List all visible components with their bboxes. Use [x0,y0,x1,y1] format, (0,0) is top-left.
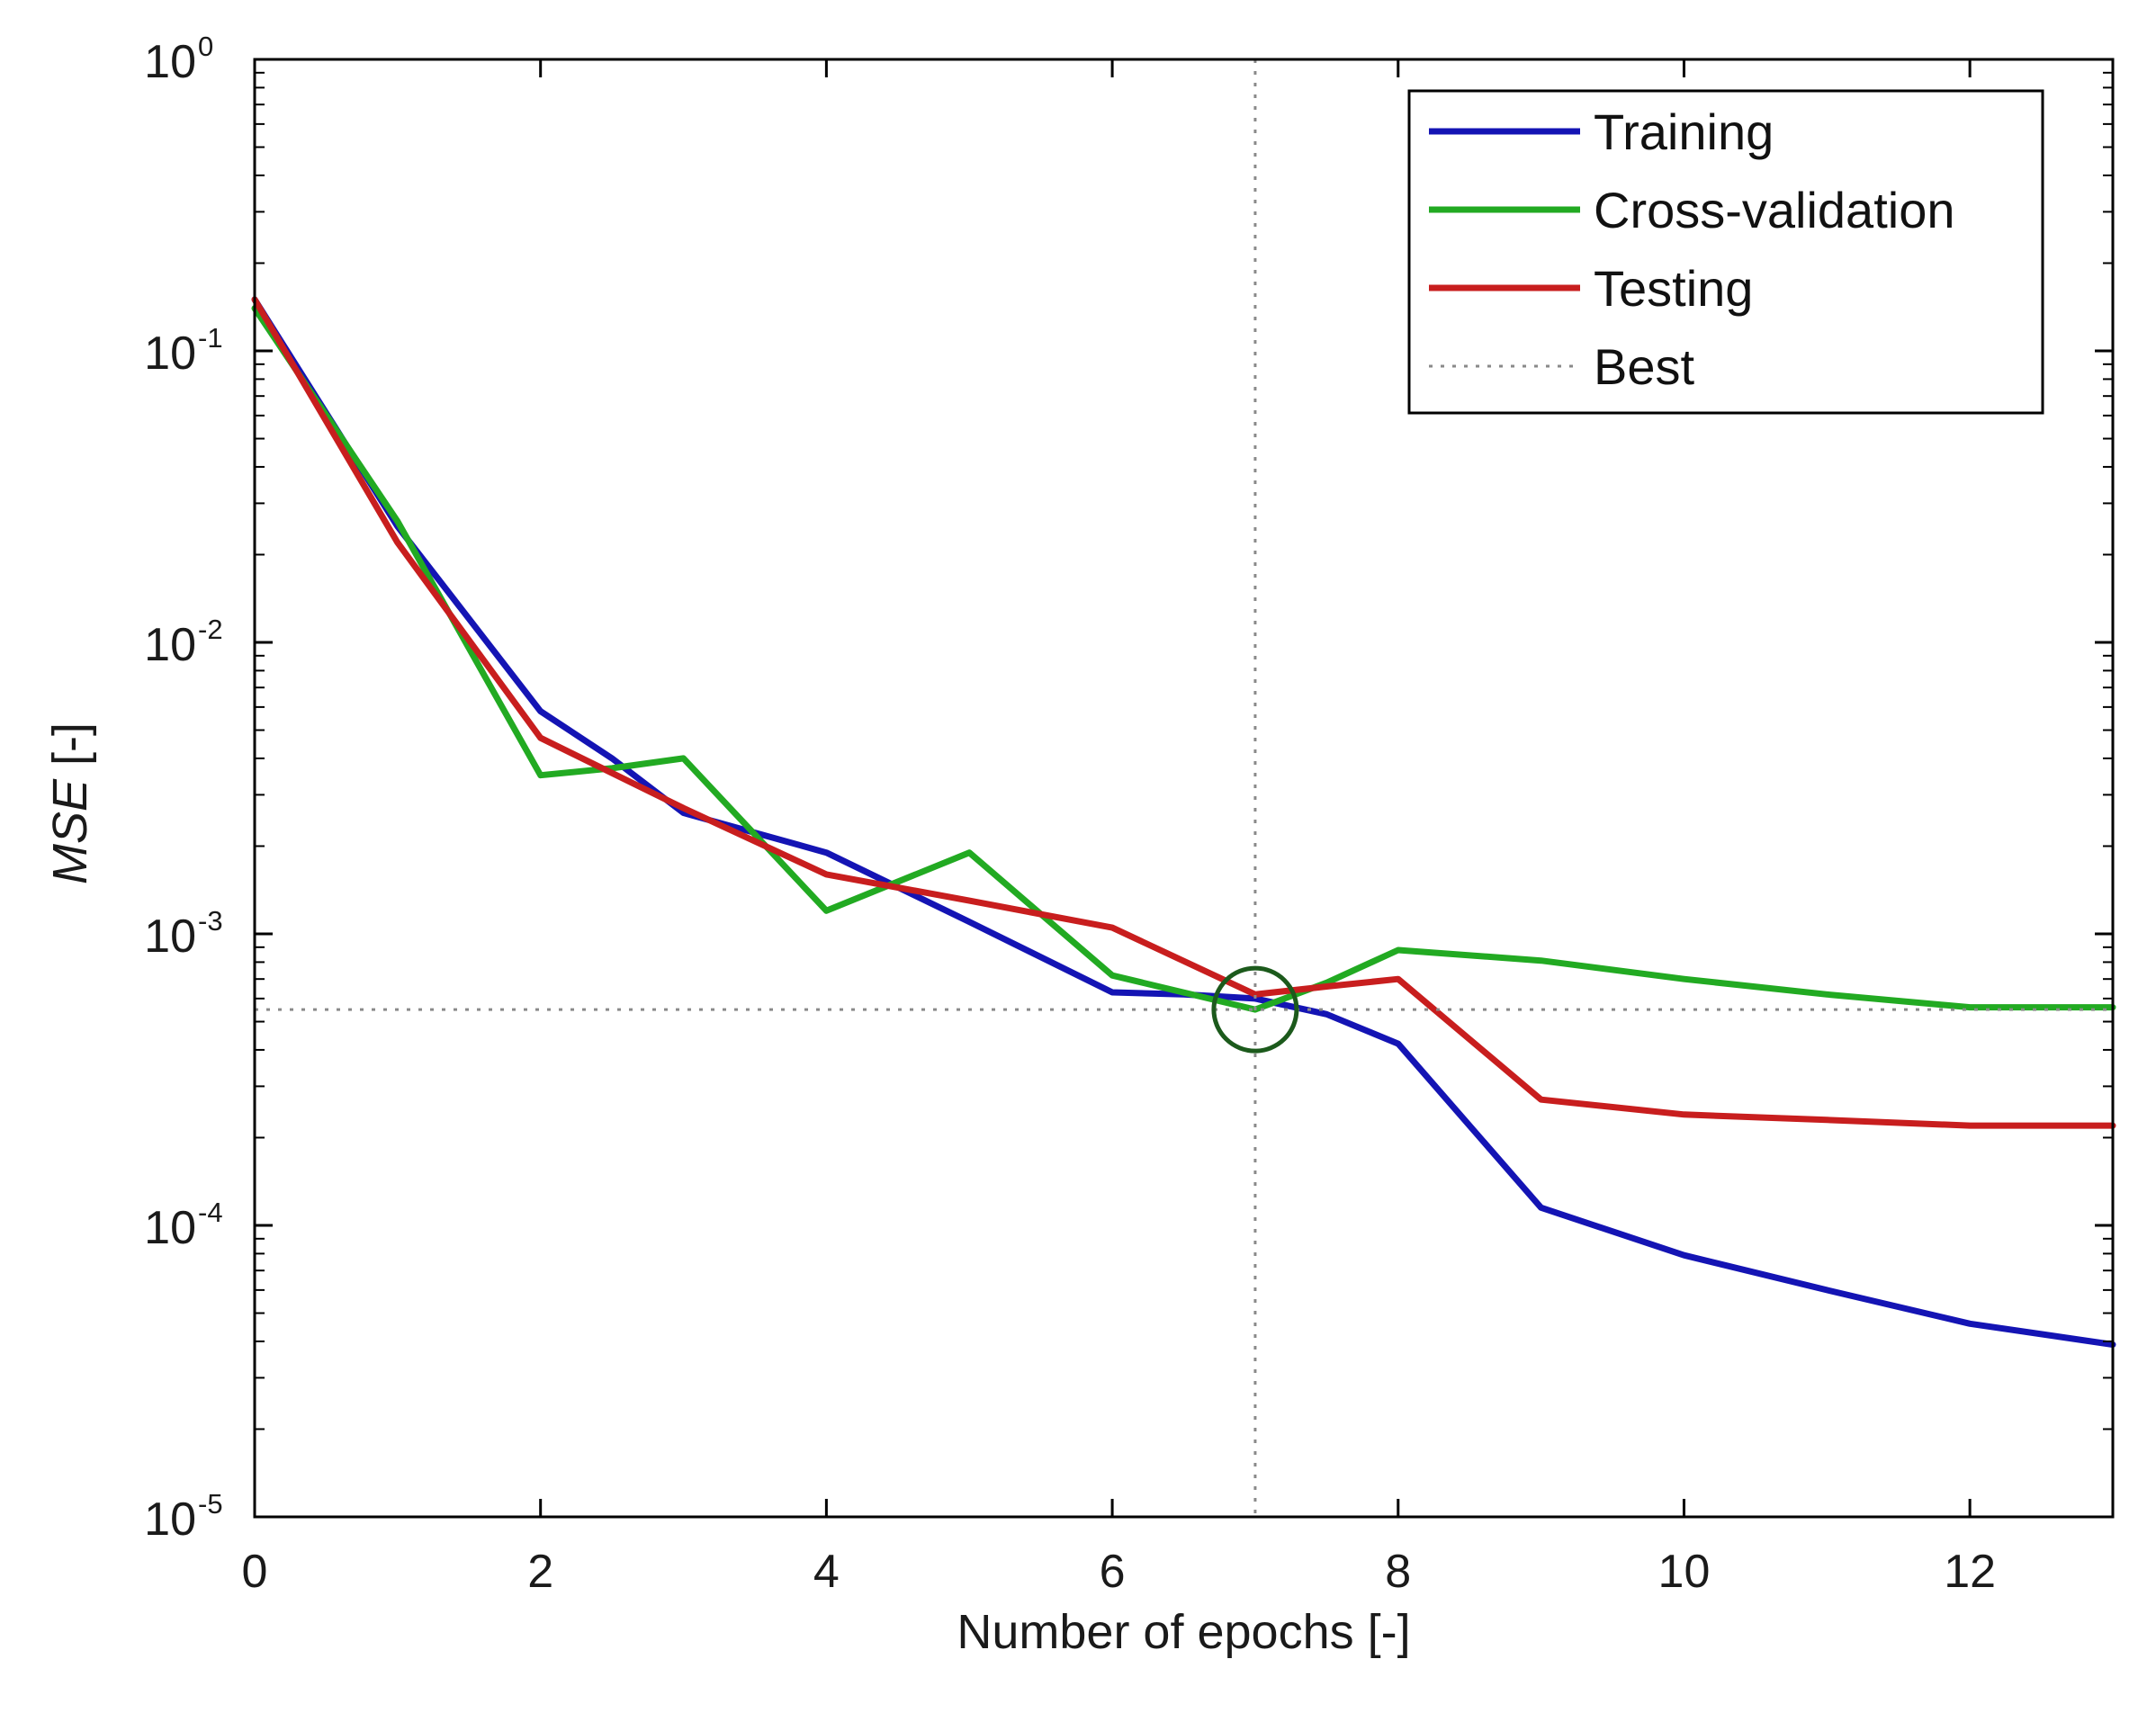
legend-label-testing: Testing [1594,260,1753,317]
series-line-testing [251,296,2116,1129]
legend-box [1407,89,2044,415]
y-tick-exponent: -1 [198,322,223,354]
y-tick-exponent: -3 [198,905,223,937]
x-tick-label: 6 [1100,1546,1126,1598]
x-tick-label: 2 [527,1546,553,1598]
series-line-cross-validation [251,305,2116,1013]
y-tick-label: 10 [144,327,196,380]
best-layer [255,59,2113,1517]
legend: Training Cross-validation Testing Best [1407,89,2044,415]
y-tick-exponent: -4 [198,1197,223,1228]
x-tick-label: 4 [813,1546,840,1598]
x-tick-label: 0 [242,1546,268,1598]
ticks-layer [253,58,2113,1519]
legend-label-best: Best [1594,338,1694,395]
y-axis-title-suffix: [-] [43,722,97,779]
y-tick-exponent: -2 [198,614,223,645]
x-tick-labels: 0 2 4 6 8 10 12 [242,1546,1997,1598]
best-point-marker [1211,965,1299,1054]
legend-items: Training Cross-validation Testing Best [1429,103,1955,395]
x-tick-label: 10 [1658,1546,1711,1598]
legend-label-cross-validation: Cross-validation [1594,182,1955,238]
y-tick-exponent: -5 [198,1488,223,1520]
y-axis-title-italic: MSE [43,778,97,884]
legend-label-training: Training [1594,103,1774,160]
y-tick-label: 10 [144,619,196,671]
y-tick-label: 10 [144,1202,196,1254]
y-tick-label: 10 [144,1493,196,1546]
plot-area-frame [253,58,2115,1519]
x-tick-label: 8 [1385,1546,1411,1598]
x-axis-title: Number of epochs [-] [957,1605,1410,1659]
y-tick-label: 10 [144,36,196,88]
x-tick-label: 12 [1944,1546,1996,1598]
series-layer [251,296,2116,1348]
y-tick-exponent: 0 [198,31,213,62]
y-axis-title: MSE [-] [43,722,97,884]
series-line-training [251,296,2116,1348]
y-tick-label: 10 [144,910,196,963]
